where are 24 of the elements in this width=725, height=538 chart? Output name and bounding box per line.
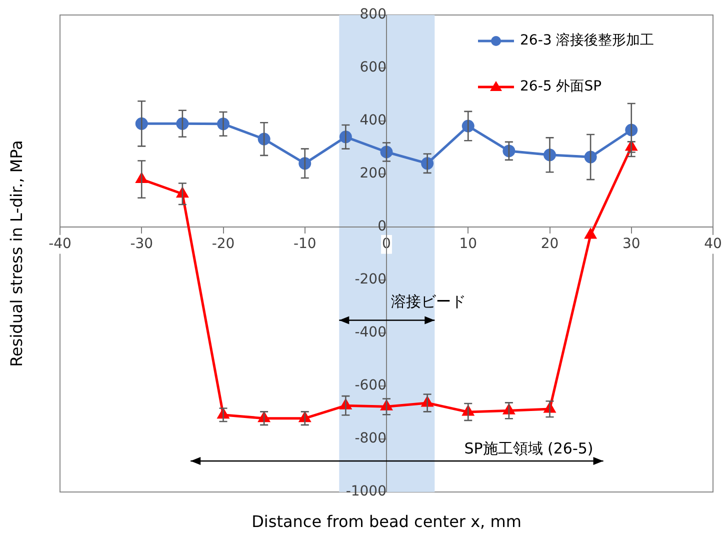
- y-tick-label: 200: [360, 166, 386, 182]
- point: [380, 146, 393, 158]
- y-tick-label: -200: [354, 272, 386, 288]
- x-tick-label: 10: [459, 236, 478, 252]
- band-label: 溶接ビード: [390, 292, 466, 311]
- legend-label: 26-5 外面SP: [520, 78, 602, 95]
- y-tick-label: -600: [354, 378, 386, 394]
- x-axis-title: Distance from bead center x, mm: [252, 512, 522, 532]
- y-tick-label: 400: [360, 112, 386, 129]
- x-tick-label: 30: [622, 236, 640, 252]
- x-tick-label: -40: [48, 236, 72, 252]
- point: [584, 228, 596, 239]
- y-tick-label: -800: [354, 430, 386, 447]
- x-tick-label: -10: [293, 236, 316, 252]
- x-tick-label: 20: [540, 236, 559, 252]
- point: [380, 400, 392, 410]
- x-tick-label: 40: [704, 236, 722, 252]
- x-tick-label: -30: [130, 236, 154, 252]
- y-axis-title: Residual stress in L-dir., MPa: [7, 140, 26, 367]
- x-tick-label: -20: [212, 236, 235, 252]
- annotation: SP施工領域 (26-5): [464, 439, 594, 458]
- y-tick-label: -400: [354, 324, 386, 341]
- legend-label: 26-3 溶接後整形加工: [520, 32, 654, 49]
- y-tick-label: 600: [360, 60, 386, 76]
